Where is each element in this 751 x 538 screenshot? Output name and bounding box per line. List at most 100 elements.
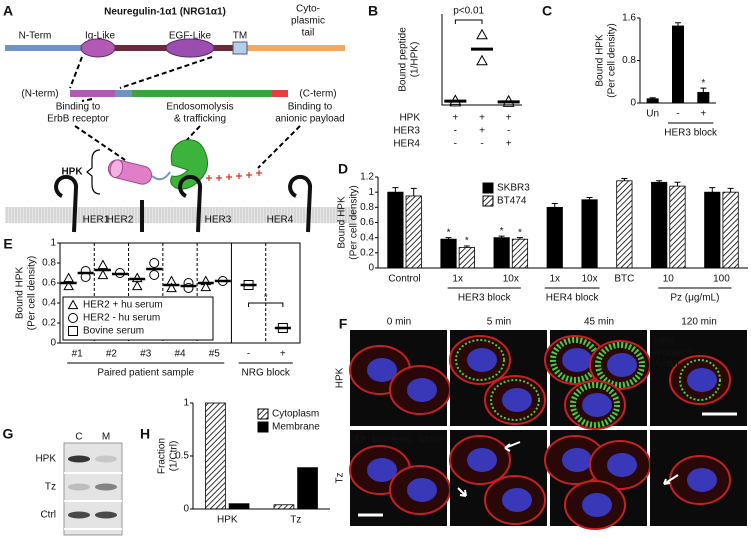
y-axis-label: Bound peptide: [398, 27, 409, 92]
marker-triangle: [131, 272, 143, 283]
x-tick-label: 10x: [581, 274, 597, 285]
x-tick-label: Control: [388, 274, 420, 285]
x-tick-label: BTC: [614, 274, 634, 285]
y-tick-label: 0.2: [360, 247, 374, 258]
x-tick-label: #1: [72, 349, 84, 360]
y-axis-label: (1/HPK): [410, 42, 421, 78]
receptor-label: HER2: [107, 215, 134, 226]
bar: [651, 181, 668, 269]
error-bar: [649, 97, 656, 99]
panel-label: H: [140, 426, 150, 442]
y-axis-label: (Per cell density): [27, 256, 38, 330]
condition-sign: -: [454, 126, 457, 137]
condition-sign: +: [506, 113, 512, 124]
arrow: [457, 441, 679, 497]
x-tick-label: HPK: [217, 515, 238, 526]
y-tick-label: 0.5: [175, 451, 189, 462]
bar: [546, 206, 563, 269]
y-tick-label: 1.6: [622, 13, 636, 24]
micrograph: [349, 330, 451, 426]
band: [95, 483, 117, 491]
marker-square: [68, 326, 78, 336]
y-axis-label: Bound HPK: [337, 196, 348, 249]
bar: [722, 191, 739, 269]
egf-like-domain: [165, 38, 215, 58]
nucleus: [407, 378, 437, 402]
y-axis-label: (Per cell density): [349, 185, 360, 259]
band: [68, 511, 90, 519]
row-label: HPK: [335, 367, 346, 388]
nucleus: [582, 393, 612, 417]
condition-sign: +: [452, 113, 458, 124]
nucleus: [367, 458, 397, 482]
error-bar: [392, 187, 399, 193]
panel-label: C: [542, 3, 552, 19]
significance-mark: *: [465, 236, 469, 247]
y-tick-label: 1: [183, 398, 189, 409]
diagram-a: Neuregulin-1α1 (NRG1α1) N-Term Ig-Like E…: [5, 4, 355, 233]
y-axis-label: (Per cell density): [607, 23, 618, 97]
receptor-label: HER1: [83, 215, 110, 226]
membrane: [5, 207, 355, 223]
column-label: 45 min: [584, 317, 614, 328]
bracket: [86, 149, 101, 195]
marker-triangle: [67, 299, 79, 310]
condition-sign: -: [507, 126, 510, 137]
micrograph: [544, 330, 651, 430]
y-tick-label: 1: [50, 238, 56, 249]
panel-label: E: [3, 236, 12, 252]
legend-label: Tz,: [354, 435, 368, 446]
x-tick-label: 10: [663, 274, 675, 285]
bar: [458, 247, 475, 269]
y-tick-label: 0.6: [360, 217, 374, 228]
marker-triangle: [476, 28, 488, 40]
y-axis-label: (1/Ctrl): [169, 441, 180, 472]
legend-label: Actin: [418, 435, 443, 446]
x-tick-label: +: [280, 349, 286, 360]
bar: [616, 180, 633, 269]
hpk-label: HPK: [61, 167, 83, 178]
domain-label: EGF-Like: [169, 31, 212, 42]
bar: [387, 191, 404, 269]
error-bar: [621, 178, 628, 181]
condition-sign: +: [506, 139, 512, 150]
x-tick-label: -: [676, 109, 679, 120]
y-tick-label: 1: [368, 187, 374, 198]
bar: [205, 402, 226, 510]
nucleus: [502, 488, 532, 512]
error-bar: [727, 187, 734, 193]
legend-label: SKBR3: [497, 183, 530, 194]
condition-sign: -: [454, 139, 457, 150]
x-tick-label: #5: [209, 349, 221, 360]
marker-triangle: [97, 259, 109, 270]
band: [68, 483, 90, 491]
panel-label: D: [338, 161, 348, 177]
nucleus: [367, 358, 397, 382]
annotation: *: [264, 293, 268, 304]
nucleus: [687, 368, 717, 392]
domain-segment: [114, 45, 170, 51]
diagram-title: Neuregulin-1α1 (NRG1α1): [104, 7, 226, 18]
marker-triangle: [502, 94, 515, 106]
y-axis-label: Fraction: [157, 438, 168, 474]
bar: [493, 237, 510, 269]
dashed-connector: [69, 56, 213, 89]
construct-end: (N-term): [21, 89, 58, 100]
construct-segment: [70, 90, 115, 97]
error-bar: [586, 196, 593, 200]
legend-label: Bovine serum: [83, 326, 144, 337]
nucleus: [582, 493, 612, 517]
row-label: HPK: [35, 454, 56, 465]
condition-name: HPK: [399, 113, 420, 124]
marker-circle: [149, 270, 160, 280]
tm-domain: [232, 41, 248, 55]
hpk-signal: [595, 342, 645, 388]
bar: [672, 25, 685, 104]
function-label: anionic payload: [275, 114, 345, 125]
y-tick-label: 0: [183, 504, 189, 515]
x-tick-label: #4: [174, 349, 186, 360]
domain-label: N-Term: [19, 31, 52, 42]
y-tick-label: 0: [630, 98, 636, 109]
construct-end: (C-term): [299, 89, 336, 100]
